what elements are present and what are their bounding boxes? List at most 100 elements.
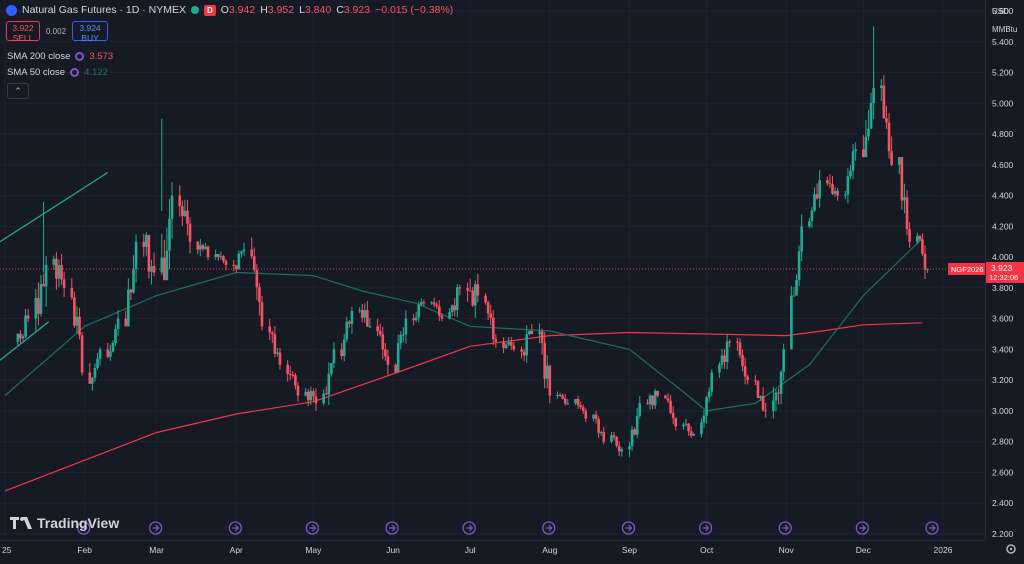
sell-price: 3.922 xyxy=(12,23,34,33)
candle xyxy=(741,349,744,372)
candle xyxy=(219,251,223,260)
candle xyxy=(240,250,243,258)
candle xyxy=(70,278,74,300)
candle xyxy=(242,242,246,256)
candle xyxy=(790,285,793,350)
candle xyxy=(98,347,102,366)
candle xyxy=(216,253,220,261)
brand-name: TradingView xyxy=(37,515,120,531)
candle xyxy=(779,370,783,405)
event-marker-icon[interactable] xyxy=(621,521,636,535)
candle xyxy=(366,300,369,327)
sell-button[interactable]: 3.922 SELL xyxy=(6,21,40,43)
candle xyxy=(422,299,426,307)
candle xyxy=(186,200,189,236)
candle xyxy=(42,273,45,287)
candle xyxy=(646,399,649,405)
candle xyxy=(610,432,613,444)
candle xyxy=(630,425,634,451)
candle xyxy=(705,395,708,424)
event-marker-icon[interactable] xyxy=(148,521,163,535)
indicator-sma50[interactable]: SMA 50 close 4.122 xyxy=(7,67,108,78)
price-axis[interactable]: 5.600 5.400 5.200 5.000 4.800 4.600 4.400 4.200… xyxy=(985,0,1024,540)
settings-gear-icon[interactable] xyxy=(1004,542,1018,556)
price-tick-label: 4.800 xyxy=(992,129,1014,139)
candle xyxy=(923,245,927,280)
event-marker-icon[interactable] xyxy=(542,521,556,535)
price-chart[interactable]: NGF2026 xyxy=(0,0,985,540)
event-marker-icon[interactable] xyxy=(855,521,869,535)
candle xyxy=(574,398,577,406)
event-marker-icon[interactable] xyxy=(778,521,792,535)
candle xyxy=(255,264,259,301)
candle xyxy=(273,326,277,358)
time-tick-label: Mar xyxy=(149,545,164,555)
indicator-sma50-value: 4.122 xyxy=(84,67,108,78)
candle xyxy=(556,391,559,399)
price-tick-label: 5.000 xyxy=(992,98,1014,108)
event-marker-icon[interactable] xyxy=(385,521,399,535)
candle xyxy=(648,393,652,410)
symbol-title[interactable]: Natural Gas Futures · 1D · NYMEX xyxy=(22,4,186,16)
candle xyxy=(363,303,367,323)
candle xyxy=(268,318,271,340)
price-tick-label: 3.400 xyxy=(992,344,1014,354)
currency-label[interactable]: USD xyxy=(992,7,1009,16)
chart-area[interactable]: NGF2026 xyxy=(0,0,985,540)
candle xyxy=(345,316,349,343)
trendline-lower[interactable] xyxy=(0,321,50,361)
event-marker-icon[interactable] xyxy=(462,521,476,535)
time-tick-label: Nov xyxy=(779,545,795,555)
symbol-price-tag[interactable]: NGF2026 xyxy=(948,262,985,275)
collapse-legend-button[interactable]: ⌃ xyxy=(7,83,29,99)
buy-price: 3.924 xyxy=(79,23,101,33)
candle xyxy=(232,259,236,272)
candle xyxy=(800,214,803,262)
trendline-upper[interactable] xyxy=(0,171,109,243)
candle xyxy=(309,386,313,405)
settings-icon[interactable] xyxy=(75,52,85,61)
candle xyxy=(844,190,847,200)
candle xyxy=(635,407,639,439)
candle xyxy=(44,256,48,307)
buy-button[interactable]: 3.924 BUY xyxy=(72,21,109,43)
symbol-tag-label: NGF2026 xyxy=(951,265,984,274)
unit-label[interactable]: MMBtu xyxy=(992,25,1018,34)
candle xyxy=(628,441,631,458)
candle xyxy=(116,310,120,337)
time-tick-label: 25 xyxy=(2,545,12,555)
candle xyxy=(435,302,439,309)
candle xyxy=(342,333,346,362)
event-marker-icon[interactable] xyxy=(228,521,242,535)
candle xyxy=(599,430,603,436)
event-marker-icon[interactable] xyxy=(305,521,320,535)
event-marker-icon[interactable] xyxy=(925,521,939,535)
settings-icon[interactable] xyxy=(70,68,80,77)
candle xyxy=(19,330,22,344)
candle xyxy=(358,307,361,314)
ohlc-low-key: L xyxy=(299,4,305,16)
tradingview-logo[interactable]: TradingView xyxy=(10,515,119,531)
ohlc-high-value: 3.952 xyxy=(267,4,295,16)
candle xyxy=(458,284,462,296)
candle xyxy=(602,426,606,445)
event-marker-icon[interactable] xyxy=(77,521,91,535)
time-axis[interactable]: 25 Feb Mar Apr May Jun Jul Aug Sep Oct Nov Dec 2026 xyxy=(0,540,985,559)
candle xyxy=(57,259,61,288)
candle xyxy=(664,395,667,399)
indicator-sma200[interactable]: SMA 200 close 3.573 xyxy=(7,51,113,62)
ohlc-high-key: H xyxy=(260,4,268,16)
price-tick-label: 4.000 xyxy=(992,252,1014,262)
candle xyxy=(520,346,523,359)
candle xyxy=(504,342,508,350)
event-marker-icon[interactable] xyxy=(698,521,713,535)
candle xyxy=(450,304,454,317)
candle xyxy=(417,301,421,323)
candle xyxy=(548,364,552,404)
candle xyxy=(777,388,780,405)
candle xyxy=(204,242,207,250)
candle xyxy=(707,387,711,403)
candle xyxy=(468,278,472,292)
candle xyxy=(484,293,487,305)
candle xyxy=(502,337,505,354)
